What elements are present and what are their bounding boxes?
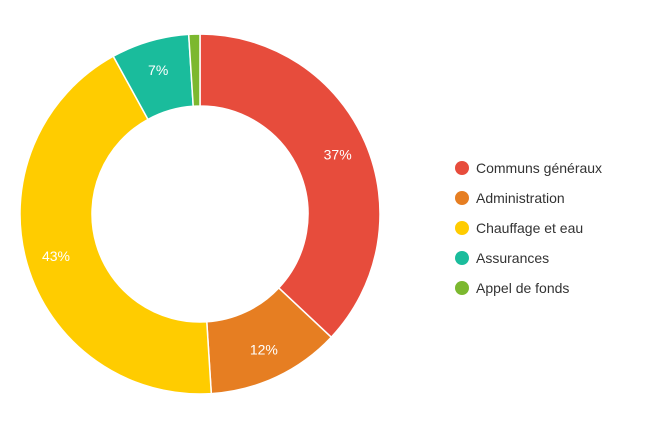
legend-label-1: Administration: [476, 190, 565, 206]
donut-slices: [19, 33, 381, 395]
legend-label-2: Chauffage et eau: [476, 220, 584, 236]
legend-label-0: Communs généraux: [476, 160, 603, 176]
legend-swatch-3: [455, 251, 469, 265]
legend-item-2[interactable]: Chauffage et eau: [455, 213, 602, 243]
legend-item-1[interactable]: Administration: [455, 183, 602, 213]
slice-label-2: 43%: [42, 248, 70, 264]
legend-label-3: Assurances: [476, 250, 550, 266]
donut-slice-labels: 37% 12% 43% 7%: [42, 62, 352, 358]
legend-swatch-4: [455, 281, 469, 295]
donut-slice-2[interactable]: [19, 55, 213, 395]
legend-swatch-2: [455, 221, 469, 235]
slice-label-3: 7%: [148, 62, 168, 78]
slice-label-0: 37%: [324, 146, 352, 162]
legend-swatch-0: [455, 161, 469, 175]
chart-legend: Communs généraux Administration Chauffage …: [455, 153, 602, 303]
legend-label-4: Appel de fonds: [476, 280, 570, 296]
legend-item-3[interactable]: Assurances: [455, 243, 602, 273]
legend-swatch-1: [455, 191, 469, 205]
legend-item-4[interactable]: Appel de fonds: [455, 273, 602, 303]
donut-slice-4[interactable]: [187, 33, 201, 108]
slice-label-1: 12%: [250, 342, 278, 358]
legend-item-0[interactable]: Communs généraux: [455, 153, 602, 183]
donut-slice-0[interactable]: [199, 33, 381, 339]
